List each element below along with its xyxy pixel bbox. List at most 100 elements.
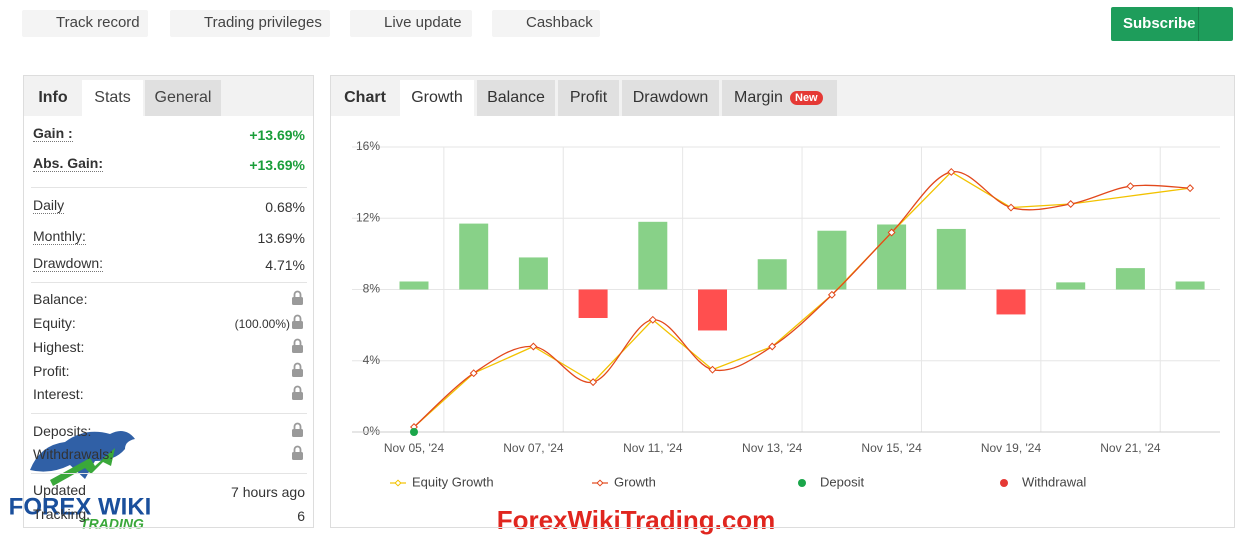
daily-bar xyxy=(518,257,548,290)
daily-bar xyxy=(936,228,966,290)
stats-panel xyxy=(23,75,314,528)
lock-icon xyxy=(292,392,303,400)
lock-icon xyxy=(292,321,303,329)
lock-icon xyxy=(292,297,303,305)
lock-icon xyxy=(292,369,303,377)
point-marker xyxy=(1007,203,1015,212)
subscribe-button[interactable] xyxy=(1111,7,1233,41)
y-tick-label: 4% xyxy=(363,353,381,367)
point-marker xyxy=(827,290,836,299)
stat-label: Balance: xyxy=(33,291,88,307)
legend-label: Deposit xyxy=(820,474,864,489)
x-tick-label: Nov 15, '24 xyxy=(861,441,922,455)
legend-dot xyxy=(1000,479,1008,487)
daily-bar xyxy=(817,230,847,290)
point-marker xyxy=(469,369,478,378)
chart-tab[interactable]: Drawdown xyxy=(622,80,719,116)
stat-label: Interest: xyxy=(33,386,84,402)
lock-shackle xyxy=(293,362,302,369)
stat-value: 0.68% xyxy=(265,199,305,215)
stat-value: 13.69% xyxy=(257,230,305,246)
chart-tab[interactable]: Profit xyxy=(558,80,619,116)
lock-shackle xyxy=(293,290,302,297)
logo-arrow xyxy=(50,448,115,486)
x-tick-label: Nov 05, '24 xyxy=(384,441,445,455)
stat-value: 7 hours ago xyxy=(231,484,305,500)
y-tick-label: 8% xyxy=(363,282,381,296)
stat-value: 4.71% xyxy=(265,257,305,273)
chart-tab[interactable]: Balance xyxy=(477,80,555,116)
badge-box xyxy=(170,10,330,37)
logo-bull xyxy=(30,430,135,479)
badge-label: Track record xyxy=(56,14,140,31)
stat-value: +13.69% xyxy=(249,157,305,173)
daily-bar xyxy=(399,281,429,290)
legend-label: Growth xyxy=(614,474,656,489)
legend-label: Withdrawal xyxy=(1022,474,1086,489)
legend-label: Equity Growth xyxy=(412,474,494,489)
lock-icon xyxy=(292,429,303,437)
point-marker xyxy=(589,378,598,387)
lock-shackle xyxy=(293,314,302,321)
point-marker xyxy=(768,342,777,351)
badge-label: Cashback xyxy=(526,14,593,31)
subscribe-label[interactable]: Subscribe xyxy=(1123,15,1196,32)
daily-bar xyxy=(578,289,608,318)
stat-label: Abs. Gain: xyxy=(33,155,104,172)
lock-shackle xyxy=(293,445,302,452)
point-marker xyxy=(1186,184,1195,193)
stats-tab[interactable]: General xyxy=(145,80,221,116)
point-marker xyxy=(947,167,956,176)
legend-marker xyxy=(596,479,604,487)
x-tick-label: Nov 07, '24 xyxy=(503,441,564,455)
stat-label: Gain : xyxy=(33,125,73,142)
y-tick-label: 16% xyxy=(356,139,380,153)
stats-tab[interactable]: Stats xyxy=(82,80,143,116)
series-line xyxy=(413,171,1191,428)
stat-label: Daily xyxy=(33,197,65,214)
stats-tab[interactable]: Info xyxy=(38,89,68,106)
daily-bar xyxy=(638,221,668,290)
daily-bar xyxy=(459,223,489,290)
chart-tab[interactable]: Chart xyxy=(344,89,386,106)
badge-label: Trading privileges xyxy=(204,14,322,31)
point-marker xyxy=(529,342,538,351)
stat-value: (100.00%) xyxy=(234,317,290,331)
subscribe-divider xyxy=(1198,7,1199,41)
stat-label: Equity: xyxy=(33,315,76,331)
lock-shackle xyxy=(293,338,302,345)
chart-panel xyxy=(330,75,1235,528)
new-badge: New xyxy=(790,91,823,105)
x-tick-label: Nov 19, '24 xyxy=(981,441,1042,455)
stat-label: Drawdown: xyxy=(33,255,104,272)
daily-bar xyxy=(1175,281,1205,290)
point-marker xyxy=(708,365,717,374)
daily-bar xyxy=(698,289,727,331)
y-tick-label: 12% xyxy=(356,210,380,224)
event-dot xyxy=(410,428,418,436)
stat-label: Profit: xyxy=(33,363,70,379)
lock-icon xyxy=(292,345,303,353)
logo-text: FOREX WIKI xyxy=(9,493,152,520)
series-line xyxy=(413,171,1191,428)
y-tick-label: 0% xyxy=(363,424,381,438)
x-tick-label: Nov 21, '24 xyxy=(1100,441,1161,455)
lock-icon xyxy=(292,452,303,460)
legend-marker xyxy=(394,479,402,487)
separator xyxy=(31,413,307,414)
stat-value: +13.69% xyxy=(249,127,305,143)
lock-shackle xyxy=(293,422,302,429)
daily-bar xyxy=(1056,282,1086,290)
x-tick-label: Nov 11, '24 xyxy=(623,441,683,455)
chart-tab[interactable]: Growth xyxy=(400,80,474,116)
stat-label: Tracking: xyxy=(33,506,91,522)
separator xyxy=(31,187,307,188)
stat-label: Deposits: xyxy=(33,423,92,439)
badge-box xyxy=(22,10,148,37)
stat-label: Updated xyxy=(33,482,86,498)
badge-box xyxy=(350,10,472,37)
point-marker xyxy=(887,228,896,237)
daily-bar xyxy=(1115,268,1145,290)
